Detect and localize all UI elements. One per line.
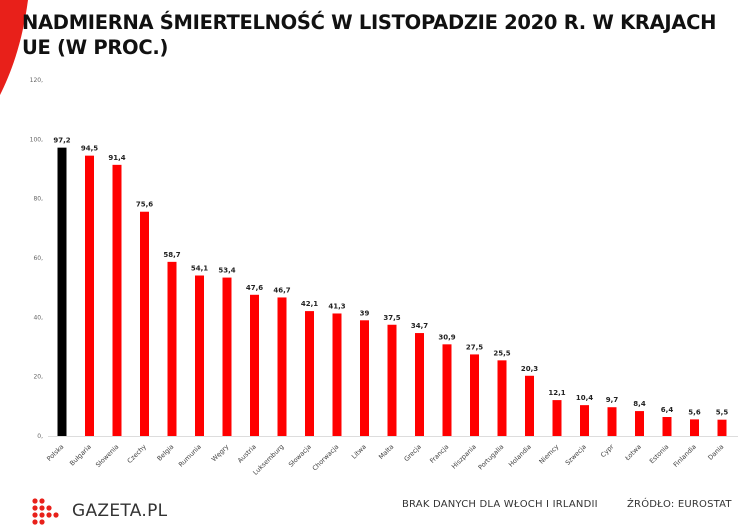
bar-estonia <box>662 417 672 436</box>
data-label: 30,9 <box>438 333 455 341</box>
x-tick-label: Szwecja <box>564 443 588 467</box>
data-label: 54,1 <box>191 265 208 273</box>
bar-hiszpania <box>470 354 479 436</box>
gazeta-logo-icon <box>32 498 59 525</box>
data-label: 97,2 <box>53 137 70 145</box>
data-label: 94,5 <box>81 145 98 153</box>
data-label: 9,7 <box>606 396 619 404</box>
data-label: 10,4 <box>576 394 593 402</box>
gazeta-logo: GAZETA.PL <box>30 496 167 526</box>
source-note: ŹRÓDŁO: EUROSTAT <box>627 499 732 510</box>
x-tick-label: Grecja <box>402 443 422 463</box>
x-tick-label: Estonia <box>648 443 671 466</box>
x-tick-label: Polska <box>45 443 65 463</box>
data-label: 46,7 <box>273 286 290 294</box>
x-tick-label: Bułgaria <box>68 443 93 468</box>
data-label: 75,6 <box>136 201 153 209</box>
bar-czechy <box>140 211 149 436</box>
corner-accent-shape <box>0 0 28 95</box>
x-tick-label: Hiszpania <box>450 443 478 471</box>
x-tick-label: Portugalia <box>477 443 506 472</box>
data-label: 25,5 <box>493 349 510 357</box>
bar-francja <box>442 344 452 436</box>
x-tick-label: Belgia <box>155 443 175 463</box>
bar-finlandia <box>690 419 699 436</box>
x-tick-label: Finlandia <box>672 443 698 469</box>
x-tick-label: Węgry <box>210 443 231 464</box>
bar-łotwa <box>635 411 644 436</box>
data-label: 5,6 <box>688 408 701 416</box>
x-tick-label: Niemcy <box>537 443 560 466</box>
missing-data-note: BRAK DANYCH DLA WŁOCH I IRLANDII <box>402 499 598 510</box>
data-label: 47,6 <box>246 284 263 292</box>
data-label: 41,3 <box>328 302 345 310</box>
bar-słowacja <box>305 311 314 436</box>
bar-litwa <box>360 320 369 436</box>
bar-portugalia <box>497 360 507 436</box>
data-label: 39 <box>360 309 370 317</box>
bar-słowenia <box>112 164 122 436</box>
x-tick-label: Dania <box>706 443 725 462</box>
x-tick-label: Rumunia <box>177 443 203 469</box>
y-tick-label: 120, <box>30 77 43 84</box>
data-label: 58,7 <box>163 251 180 259</box>
x-tick-label: Słowacja <box>287 443 313 469</box>
data-label: 6,4 <box>661 406 674 414</box>
x-tick-label: Austria <box>236 443 258 465</box>
x-tick-label: Holandia <box>507 443 533 469</box>
bar-chorwacja <box>332 313 342 436</box>
bar-węgry <box>222 277 232 436</box>
data-label: 5,5 <box>716 409 729 417</box>
x-tick-label: Cypr <box>599 443 616 460</box>
y-tick-label: 80, <box>33 196 43 203</box>
bar-cypr <box>607 407 617 436</box>
bar-szwecja <box>580 405 589 436</box>
x-tick-label: Chorwacja <box>311 443 341 473</box>
y-tick-label: 100, <box>30 136 43 143</box>
data-label: 27,5 <box>466 343 483 351</box>
x-tick-label: Litwa <box>350 443 368 461</box>
bar-niemcy <box>552 400 562 436</box>
data-label: 91,4 <box>108 154 125 162</box>
y-tick-label: 40, <box>33 314 43 321</box>
x-tick-label: Łotwa <box>623 443 643 463</box>
gazeta-logo-text: GAZETA.PL <box>72 501 168 521</box>
x-tick-label: Czechy <box>126 443 148 465</box>
bar-polska <box>57 147 67 436</box>
bar-rumunia <box>195 275 204 436</box>
x-tick-label: Malta <box>377 443 395 461</box>
y-tick-label: 0, <box>37 433 43 440</box>
bar-luksemburg <box>277 297 287 436</box>
bar-austria <box>250 294 259 436</box>
bar-dania <box>717 419 727 436</box>
y-tick-label: 20, <box>33 374 43 381</box>
bar-bułgaria <box>85 155 94 436</box>
x-tick-label: Słowenia <box>94 443 120 469</box>
data-label: 42,1 <box>301 300 318 308</box>
y-tick-label: 60, <box>33 255 43 262</box>
bar-malta <box>387 324 397 436</box>
chart-title: NADMIERNA ŚMIERTELNOŚĆ W LISTOPADZIE 202… <box>22 11 717 59</box>
data-label: 8,4 <box>633 400 646 408</box>
data-label: 34,7 <box>411 322 428 330</box>
bar-holandia <box>525 375 534 436</box>
data-label: 12,1 <box>548 389 565 397</box>
data-label: 20,3 <box>521 365 538 373</box>
x-tick-label: Francja <box>428 443 450 465</box>
data-label: 37,5 <box>383 314 400 322</box>
bar-belgia <box>167 261 177 436</box>
data-label: 53,4 <box>218 267 235 275</box>
bar-grecja <box>415 333 424 436</box>
